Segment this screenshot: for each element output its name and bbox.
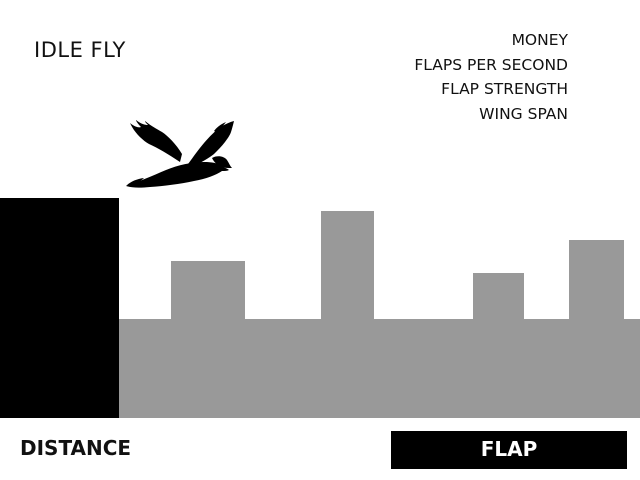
stat-wing-span: WING SPAN [479, 104, 568, 123]
building-3 [473, 273, 524, 319]
building-4 [569, 240, 624, 319]
building-1 [171, 261, 245, 319]
stat-flap-strength: FLAP STRENGTH [441, 80, 568, 98]
stat-flaps-per-second: FLAPS PER SECOND [414, 55, 568, 74]
bird-icon [126, 120, 234, 188]
stat-money: MONEY [511, 31, 568, 49]
launch-cliff [0, 198, 119, 418]
building-2 [321, 211, 374, 319]
flap-button[interactable]: FLAP [391, 431, 627, 469]
stats-panel: MONEY FLAPS PER SECOND FLAP STRENGTH WIN… [414, 28, 568, 126]
game-title: IDLE FLY [34, 38, 126, 62]
ground-strip [119, 319, 640, 418]
distance-label: DISTANCE [20, 436, 132, 460]
